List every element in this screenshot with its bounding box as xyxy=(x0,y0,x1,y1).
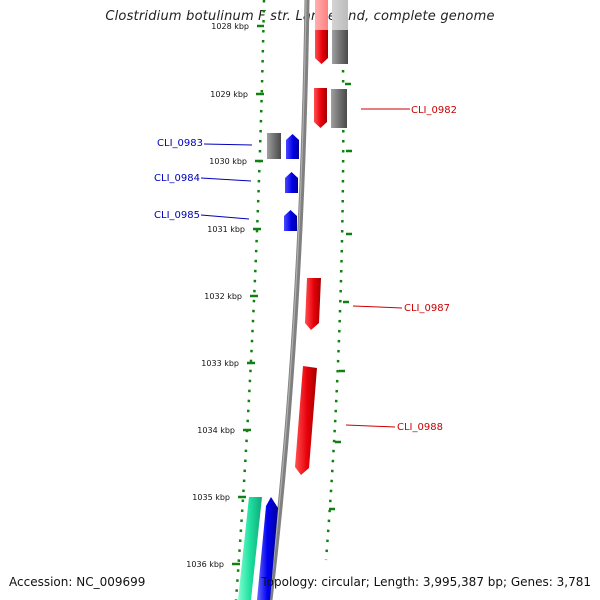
label-CLI_0987[interactable]: CLI_0987 xyxy=(404,303,450,314)
label-CLI_0984[interactable]: CLI_0984 xyxy=(154,173,200,184)
outer-ring-dashes xyxy=(329,82,352,511)
tick-label: 1029 kbp xyxy=(210,90,248,99)
gene-bottom-reverse[interactable] xyxy=(257,497,278,600)
scale-ticks xyxy=(232,24,264,566)
label-CLI_0988[interactable]: CLI_0988 xyxy=(397,422,443,433)
gene-gray-top[interactable] xyxy=(332,30,348,64)
label-CLI_0985[interactable]: CLI_0985 xyxy=(154,210,200,221)
tick-label: 1034 kbp xyxy=(197,426,235,435)
gene-CLI_0984[interactable] xyxy=(285,172,298,193)
gene-CLI_0985[interactable] xyxy=(284,210,297,231)
accession-label: Accession: NC_009699 xyxy=(9,575,146,589)
tick-labels: 1028 kbp 1029 kbp 1030 kbp 1031 kbp 1032… xyxy=(186,22,249,569)
label-CLI_0982[interactable]: CLI_0982 xyxy=(411,105,457,116)
leader-CLI_0987 xyxy=(352,305,403,309)
genome-backbone xyxy=(267,0,310,600)
tick-label: 1031 kbp xyxy=(207,225,245,234)
leader-CLI_0984 xyxy=(200,177,252,182)
tick-label: 1030 kbp xyxy=(209,157,247,166)
tick-label: 1035 kbp xyxy=(192,493,230,502)
map-title: Clostridium botulinum F str. Langeland, … xyxy=(105,9,495,24)
leader-CLI_0988 xyxy=(345,424,396,428)
tick-label: 1033 kbp xyxy=(201,359,239,368)
tick-label: 1032 kbp xyxy=(204,292,242,301)
gene-CLI_0987[interactable] xyxy=(305,278,321,330)
inner-dotted-ring xyxy=(234,0,266,600)
label-CLI_0983[interactable]: CLI_0983 xyxy=(157,138,203,149)
genome-summary: Topology: circular; Length: 3,995,387 bp… xyxy=(261,575,591,589)
outer-dotted-ring xyxy=(324,0,345,561)
gene-CLI_0982[interactable] xyxy=(314,88,327,128)
tick-label: 1036 kbp xyxy=(186,560,224,569)
leader-CLI_0983 xyxy=(203,143,253,146)
tick-label: 1028 kbp xyxy=(211,22,249,31)
gene-CLI_0983[interactable] xyxy=(286,134,299,159)
label-leaders xyxy=(200,108,410,428)
gene-gray-CLI_0982[interactable] xyxy=(331,89,347,128)
gene-CLI_0988[interactable] xyxy=(295,366,317,475)
leader-CLI_0985 xyxy=(200,214,250,220)
gene-rna-feature[interactable] xyxy=(238,497,262,600)
gene-top[interactable] xyxy=(315,30,328,64)
gene-other-feature[interactable] xyxy=(267,133,281,159)
